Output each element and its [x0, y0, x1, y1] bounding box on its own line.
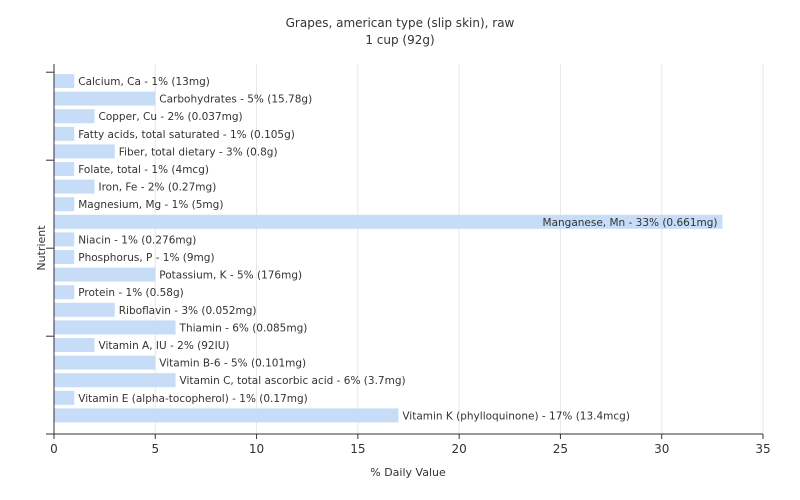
bar-7 — [54, 197, 75, 212]
bar-18 — [54, 390, 75, 405]
bar-label-9: Niacin - 1% (0.276mg) — [78, 234, 196, 246]
bar-19 — [54, 408, 399, 423]
bar-label-10: Phosphorus, P - 1% (9mg) — [78, 252, 214, 264]
x-tick-label-6: 30 — [654, 442, 669, 456]
bar-label-1: Carbohydrates - 5% (15.78g) — [159, 94, 312, 106]
bar-label-0: Calcium, Ca - 1% (13mg) — [78, 76, 210, 88]
bar-14 — [54, 320, 176, 335]
x-tick-label-7: 35 — [755, 442, 770, 456]
bar-label-6: Iron, Fe - 2% (0.27mg) — [99, 182, 217, 194]
chart-title: Grapes, american type (slip skin), raw — [286, 16, 515, 30]
grid-lines — [154, 64, 764, 434]
bar-label-4: Fiber, total dietary - 3% (0.8g) — [119, 146, 278, 158]
bar-label-17: Vitamin C, total ascorbic acid - 6% (3.7… — [180, 375, 406, 387]
bar-label-11: Potassium, K - 5% (176mg) — [159, 270, 302, 282]
bar-8 — [54, 214, 723, 229]
bar-17 — [54, 373, 176, 388]
bar-15 — [54, 338, 95, 352]
bar-label-7: Magnesium, Mg - 1% (5mg) — [78, 199, 223, 211]
bar-label-19: Vitamin K (phylloquinone) - 17% (13.4mcg… — [402, 410, 630, 422]
x-tick-label-5: 25 — [553, 442, 568, 456]
bar-10 — [54, 250, 75, 264]
x-tick-label-2: 10 — [249, 442, 264, 456]
bar-label-14: Thiamin - 6% (0.085mg) — [179, 322, 308, 334]
bar-13 — [54, 302, 115, 317]
chart-subtitle: 1 cup (92g) — [365, 33, 434, 47]
x-axis-title: % Daily Value — [370, 466, 446, 479]
x-tick-label-4: 20 — [452, 442, 467, 456]
bar-6 — [54, 179, 95, 194]
bar-label-12: Protein - 1% (0.58g) — [78, 287, 184, 299]
bar-11 — [54, 267, 156, 282]
x-tick-label-0: 0 — [50, 442, 58, 456]
axes-group: 0 5 10 15 20 25 30 35 — [46, 64, 771, 456]
bar-16 — [54, 355, 156, 370]
bar-label-16: Vitamin B-6 - 5% (0.101mg) — [159, 358, 306, 370]
bars-group: Calcium, Ca - 1% (13mg) Carbohydrates - 5… — [54, 74, 723, 423]
bar-4 — [54, 144, 115, 159]
x-tick-label-1: 5 — [151, 442, 159, 456]
bar-12 — [54, 285, 75, 300]
bar-9 — [54, 232, 75, 247]
bar-3 — [54, 126, 75, 141]
y-axis-title: Nutrient — [35, 225, 48, 271]
bar-label-8: Manganese, Mn - 33% (0.661mg) — [543, 217, 718, 229]
bar-1 — [54, 91, 156, 106]
x-tick-label-3: 15 — [350, 442, 365, 456]
bar-label-3: Fatty acids, total saturated - 1% (0.105… — [78, 129, 295, 141]
bar-label-5: Folate, total - 1% (4mcg) — [78, 164, 209, 176]
bar-2 — [54, 109, 95, 124]
bar-label-15: Vitamin A, IU - 2% (92IU) — [99, 340, 230, 352]
bar-0 — [54, 74, 75, 88]
bar-label-13: Riboflavin - 3% (0.052mg) — [119, 305, 257, 317]
bar-label-2: Copper, Cu - 2% (0.037mg) — [99, 111, 243, 123]
bar-label-18: Vitamin E (alpha-tocopherol) - 1% (0.17m… — [78, 393, 308, 405]
bar-5 — [54, 162, 75, 176]
